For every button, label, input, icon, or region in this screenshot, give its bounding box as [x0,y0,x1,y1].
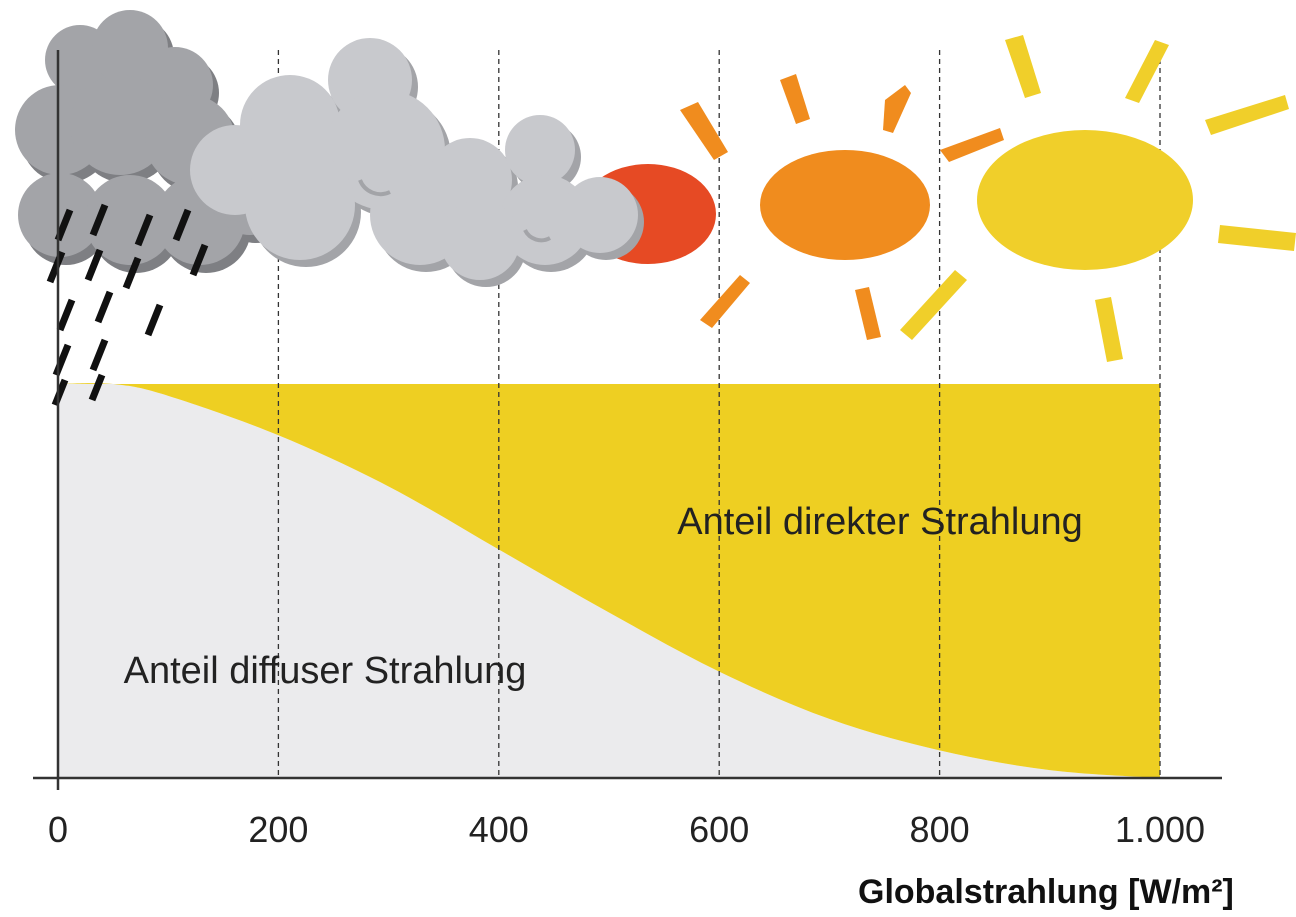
x-tick-label: 0 [48,809,68,850]
gridlines [277,50,1161,778]
direct-share-area [58,383,1160,778]
x-tick-label: 800 [910,809,970,850]
diffuse-series-label: Anteil diffuser Strahlung [124,650,527,692]
x-tick-label: 200 [248,809,308,850]
yellow-sun-icon [900,35,1296,362]
cloud-icon [190,38,644,287]
orange-sun-icon [680,74,1004,340]
rain-drops-icon [46,203,209,407]
x-tick-label: 1.000 [1115,809,1205,850]
direct-series-label: Anteil direkter Strahlung [677,501,1083,543]
x-tick-label: 400 [469,809,529,850]
diffuse-share-area [58,383,1160,778]
x-tick-label: 600 [689,809,749,850]
x-axis-title: Globalstrahlung [W/m²] [858,873,1234,911]
x-tick-labels: 0 200 400 600 800 1.000 [48,809,1205,850]
weather-illustrations [15,10,1296,407]
